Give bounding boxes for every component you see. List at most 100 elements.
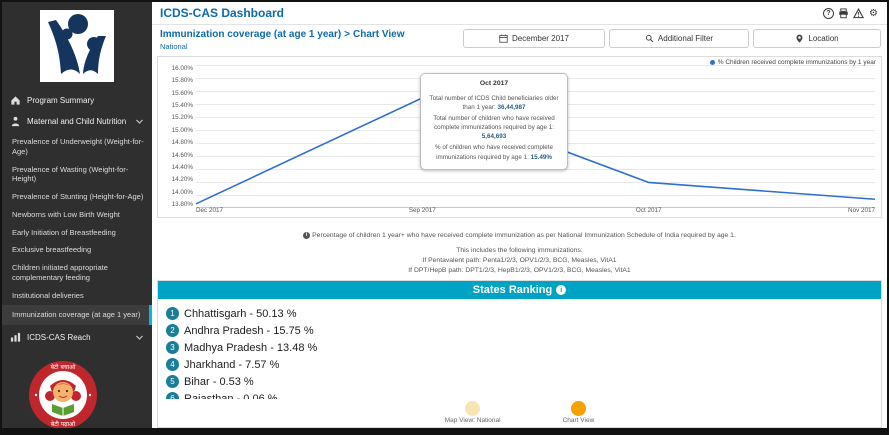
y-axis-label: 14.20%	[171, 176, 193, 184]
chart-legend: % Children received complete immunizatio…	[709, 59, 876, 66]
date-filter-button[interactable]: December 2017	[463, 29, 605, 48]
sidebar-item[interactable]: Prevalence of Stunting (Height-for-Age)	[2, 189, 152, 205]
sidebar-section-icds-cas-reach[interactable]: ICDS-CAS Reach	[2, 327, 152, 348]
date-filter-label: December 2017	[512, 34, 569, 43]
y-axis-label: 15.00%	[171, 126, 193, 134]
ranking-label: Chhattisgarh - 50.13 %	[184, 307, 297, 320]
rank-badge: 6	[166, 392, 179, 399]
y-axis-label: 14.60%	[171, 151, 193, 159]
location-filter-label: Location	[808, 34, 839, 43]
ranking-row: 6 Rajasthan - 0.06 %	[166, 392, 873, 399]
step-dot[interactable]	[570, 401, 586, 416]
sidebar-section-maternal-child-nutrition[interactable]: Maternal and Child Nutrition	[2, 111, 152, 132]
map-view-step[interactable]: Map View: National	[445, 401, 501, 424]
breadcrumb-section[interactable]: Immunization coverage (at age 1 year)	[160, 29, 342, 40]
svg-text:बेटी बचाओ: बेटी बचाओ	[51, 363, 77, 371]
ranking-row: 5 Bihar - 0.53 %	[166, 375, 873, 389]
filter-bar: December 2017 Additional Filter Location	[463, 29, 881, 48]
x-axis-label: Nov 2017	[848, 207, 875, 214]
sidebar-section-label: Maternal and Child Nutrition	[27, 117, 127, 126]
print-icon[interactable]	[838, 7, 849, 19]
sub-header: Immunization coverage (at age 1 year) > Ch…	[152, 25, 887, 54]
svg-text:बेटी पढ़ाओ: बेटी पढ़ाओ	[51, 420, 76, 428]
sidebar-item-label: Program Summary	[27, 96, 95, 105]
tooltip-value-3: 15.49%	[530, 153, 552, 161]
info-icon: i	[303, 232, 311, 239]
sidebar-item-label: Exclusive breastfeeding	[12, 245, 92, 255]
ranking-row: 1 Chhattisgarh - 50.13 %	[166, 307, 873, 321]
chart-tooltip: Oct 2017 Total number of ICDS Child bene…	[420, 73, 568, 170]
alert-icon[interactable]	[853, 7, 864, 19]
footnote-line: This includes the following immunization…	[456, 246, 583, 254]
sidebar-item[interactable]: Institutional deliveries	[2, 288, 152, 304]
rank-badge: 4	[166, 358, 179, 372]
ranking-label: Bihar - 0.53 %	[184, 375, 254, 388]
legend-label: % Children received complete immunizatio…	[717, 59, 876, 66]
sidebar-item-label: Prevalence of Wasting (Weight-for-Height…	[12, 164, 129, 184]
sidebar: Program Summary Maternal and Child Nutri…	[2, 2, 152, 428]
search-icon	[645, 34, 654, 43]
x-axis: Sep 2017 Oct 2017 Nov 2017 Dec 2017	[196, 207, 875, 216]
y-axis-label: 15.60%	[171, 89, 193, 97]
sidebar-item-label: Prevalence of Stunting (Height-for-Age)	[12, 192, 144, 201]
sidebar-item-label: Institutional deliveries	[12, 290, 84, 300]
icds-logo	[40, 10, 114, 82]
tooltip-title: Oct 2017	[479, 80, 509, 87]
breadcrumb[interactable]: Immunization coverage (at age 1 year) > Ch…	[160, 29, 405, 40]
tooltip-value-1: 36,44,987	[497, 103, 526, 111]
sidebar-item[interactable]: Prevalence of Underweight (Weight-for-Ag…	[2, 134, 152, 160]
ranking-label: Rajasthan - 0.06 %	[184, 392, 278, 399]
sidebar-item[interactable]: Prevalence of Wasting (Weight-for-Height…	[2, 162, 152, 188]
additional-filter-label: Additional Filter	[657, 34, 714, 43]
sidebar-item-program-summary[interactable]: Program Summary	[2, 90, 152, 111]
view-switcher: Map View: National Chart View	[158, 399, 881, 427]
footnote-immunizations: This includes the following immunization…	[152, 246, 887, 276]
info-icon[interactable]: i	[556, 285, 567, 296]
chevron-down-icon	[136, 119, 143, 124]
sidebar-item-label: Early Initiation of Breastfeeding	[12, 227, 116, 237]
sidebar-item[interactable]: Early Initiation of Breastfeeding	[2, 225, 152, 241]
sidebar-section-label: ICDS-CAS Reach	[27, 333, 91, 342]
ranking-label: Madhya Pradesh - 13.48 %	[184, 341, 318, 354]
help-icon[interactable]: ?	[823, 7, 834, 19]
settings-gear-icon[interactable]: ⚙	[869, 7, 878, 19]
calendar-icon	[499, 34, 508, 43]
sidebar-item[interactable]: Immunization coverage (at age 1 year)	[2, 305, 152, 325]
icds-family-logo-icon	[48, 14, 106, 74]
sidebar-item[interactable]: Children initiated appropriate complemen…	[2, 260, 152, 286]
sidebar-sub-items: Prevalence of Underweight (Weight-for-Ag…	[2, 132, 152, 327]
y-axis-label: 16.00%	[171, 65, 193, 72]
y-axis-label: 14.00%	[171, 188, 193, 196]
states-ranking-card: States Ranking i 1 Chhattisgarh - 50.13 …	[157, 280, 882, 428]
x-axis-label: Oct 2017	[635, 207, 662, 214]
girl-reading-logo-icon: बेटी बचाओ बेटी पढ़ाओ	[29, 361, 97, 428]
chevron-down-icon	[136, 335, 143, 340]
y-axis-label: 15.40%	[171, 102, 193, 110]
additional-filter-button[interactable]: Additional Filter	[609, 29, 749, 48]
ranking-label: Jharkhand - 7.57 %	[184, 358, 280, 371]
chart-view-step[interactable]: Chart View	[563, 401, 594, 424]
y-axis: 16.00% 15.80% 15.60% 15.40% 15.20% 15.00% 14.8…	[162, 65, 196, 208]
location-pin-icon	[796, 34, 803, 43]
home-icon	[11, 96, 20, 105]
page-title: ICDS-CAS Dashboard	[160, 6, 285, 20]
y-axis-label: 15.80%	[171, 77, 193, 85]
step-dot[interactable]	[465, 401, 481, 416]
bar-chart-icon	[10, 332, 21, 342]
sidebar-item[interactable]: Newborns with Low Birth Weight	[2, 207, 152, 223]
sidebar-item-label: Newborns with Low Birth Weight	[12, 209, 120, 219]
step-label: Map View: National	[444, 417, 501, 424]
immunization-trend-chart: % Children received complete immunizatio…	[157, 56, 882, 218]
sidebar-item[interactable]: Exclusive breastfeeding	[2, 242, 152, 258]
y-axis-label: 13.80%	[171, 200, 193, 208]
rank-badge: 3	[166, 341, 179, 355]
location-filter-button[interactable]: Location	[753, 29, 881, 48]
breadcrumb-view[interactable]: Chart View	[353, 29, 405, 40]
top-header: ICDS-CAS Dashboard ?	[152, 2, 887, 25]
beti-bachao-beti-padhao-logo: बेटी बचाओ बेटी पढ़ाओ	[28, 360, 98, 428]
x-axis-label: Dec 2017	[196, 207, 223, 214]
ranking-row: 3 Madhya Pradesh - 13.48 %	[166, 341, 873, 355]
rank-badge: 5	[166, 375, 179, 389]
breadcrumb-separator: >	[344, 29, 351, 40]
